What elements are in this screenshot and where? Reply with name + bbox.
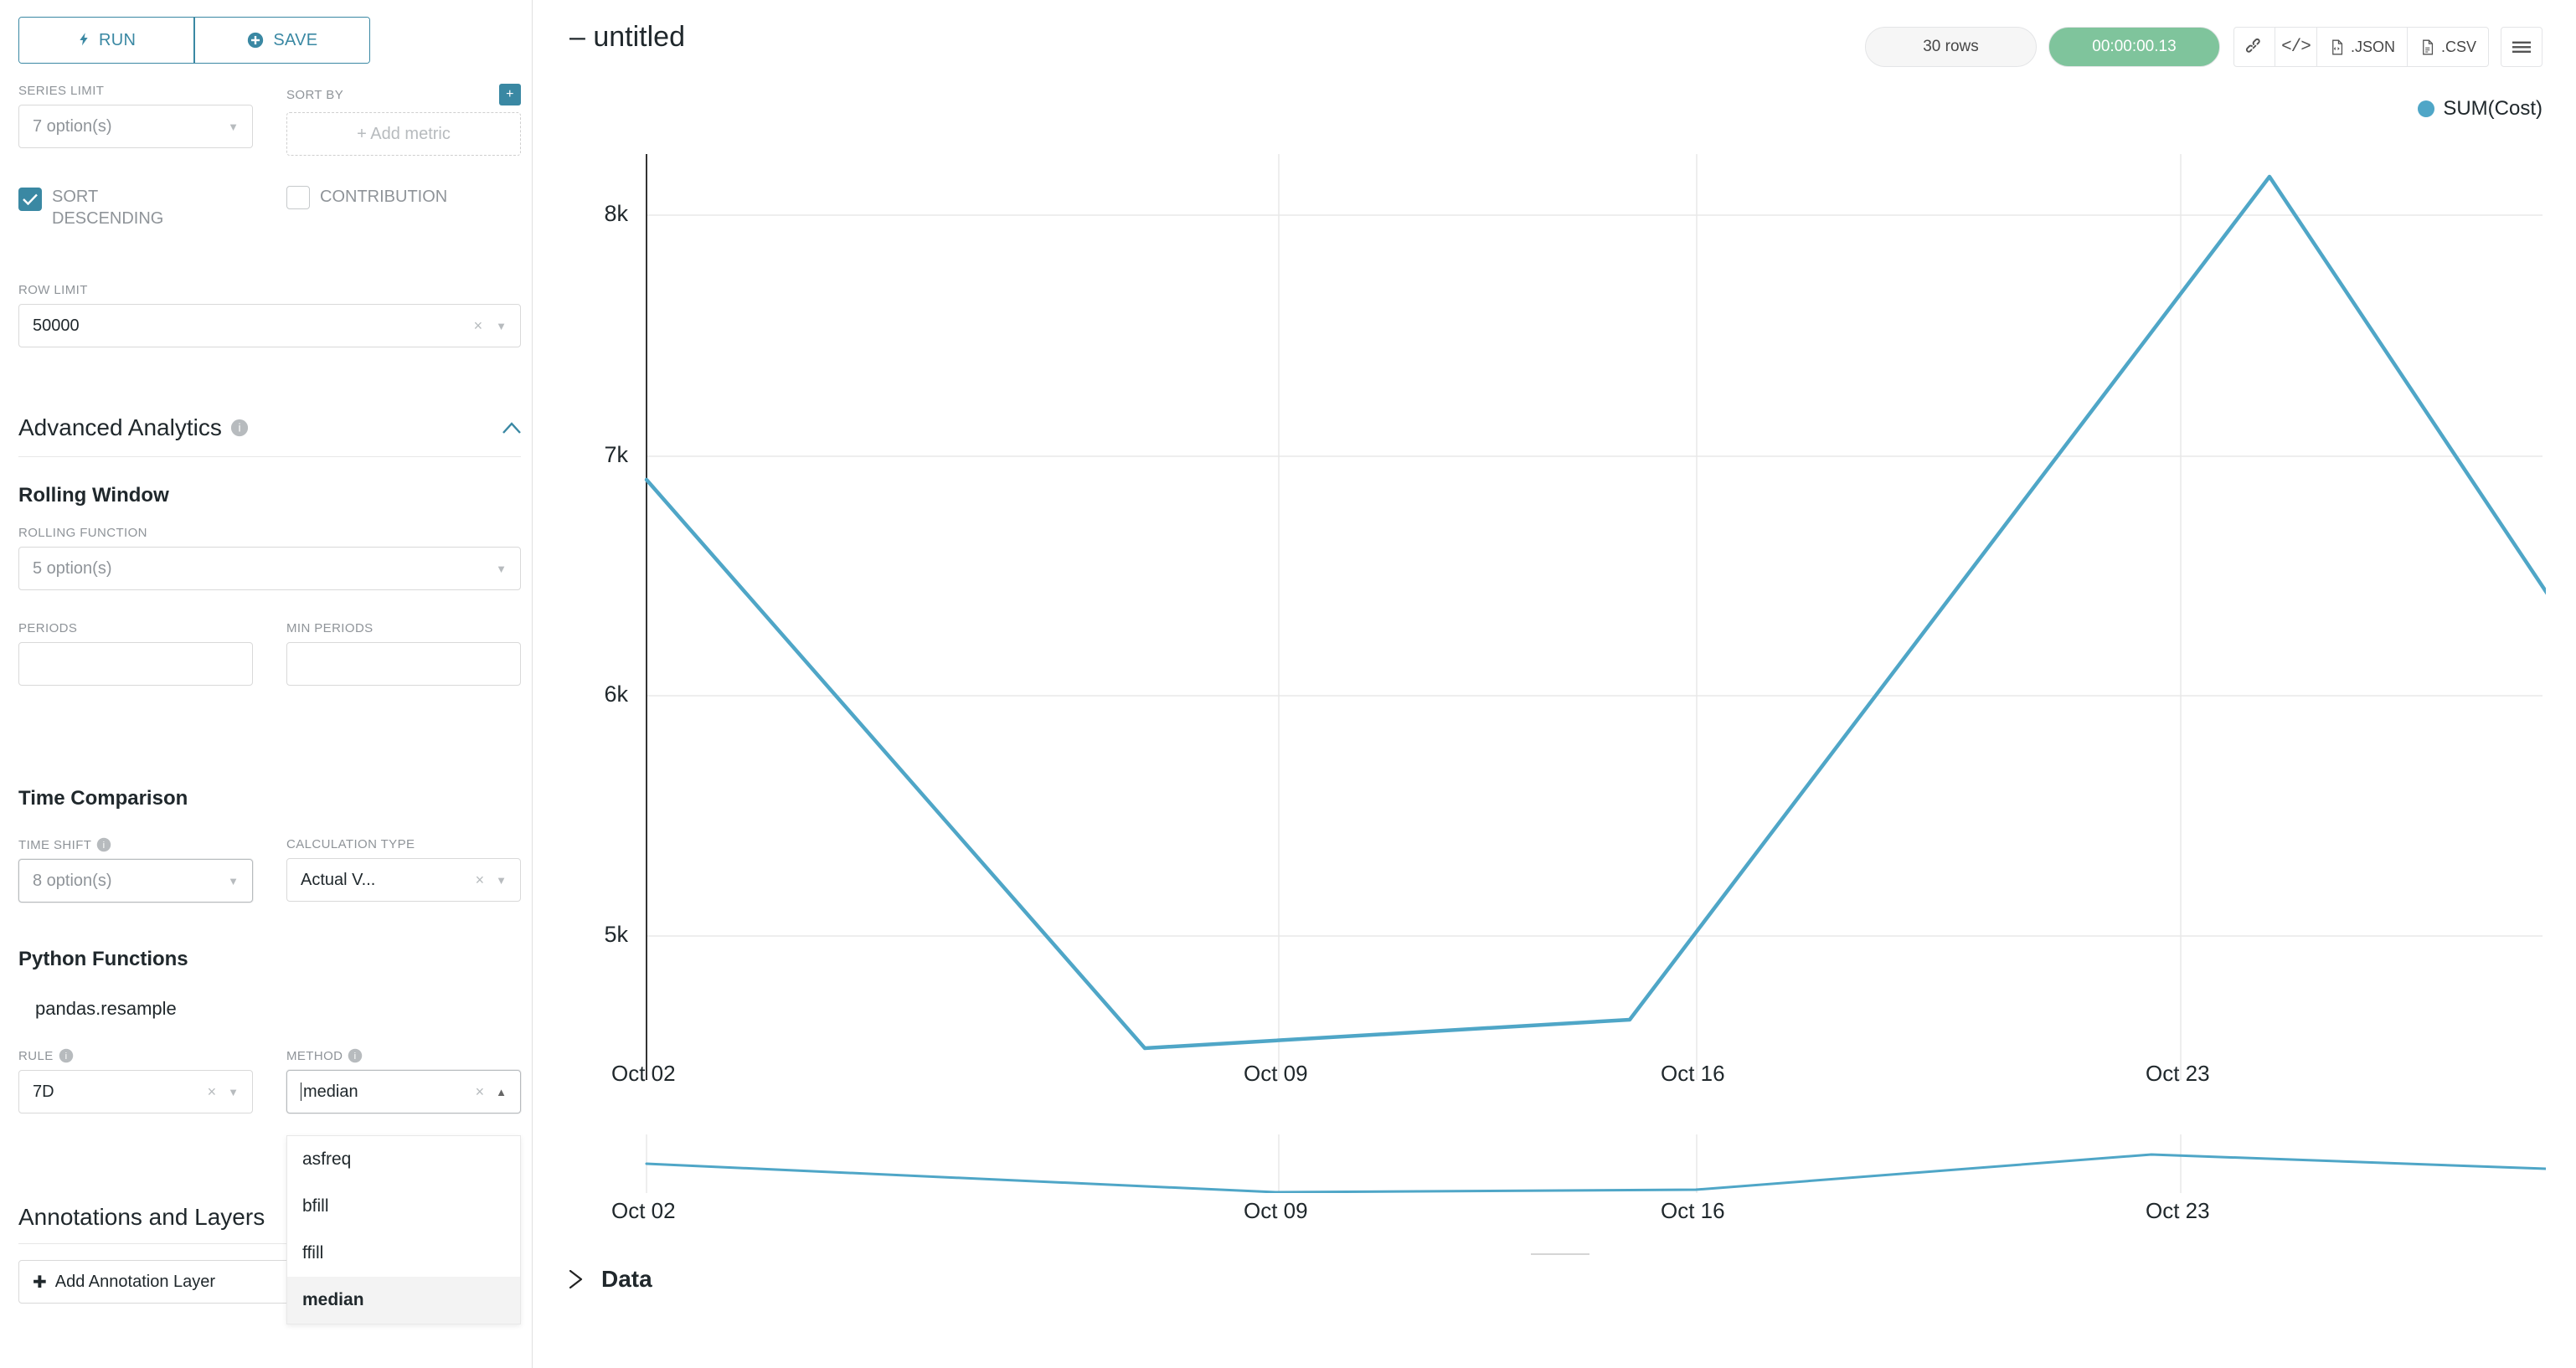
- svg-text:8k: 8k: [604, 201, 628, 226]
- svg-text:5k: 5k: [604, 922, 628, 947]
- svg-text:i: i: [354, 1052, 357, 1062]
- svg-text:i: i: [238, 422, 240, 435]
- svg-text:i: i: [103, 841, 106, 851]
- svg-text:7k: 7k: [604, 442, 628, 467]
- svg-text:6k: 6k: [604, 681, 628, 707]
- svg-text:i: i: [64, 1052, 67, 1062]
